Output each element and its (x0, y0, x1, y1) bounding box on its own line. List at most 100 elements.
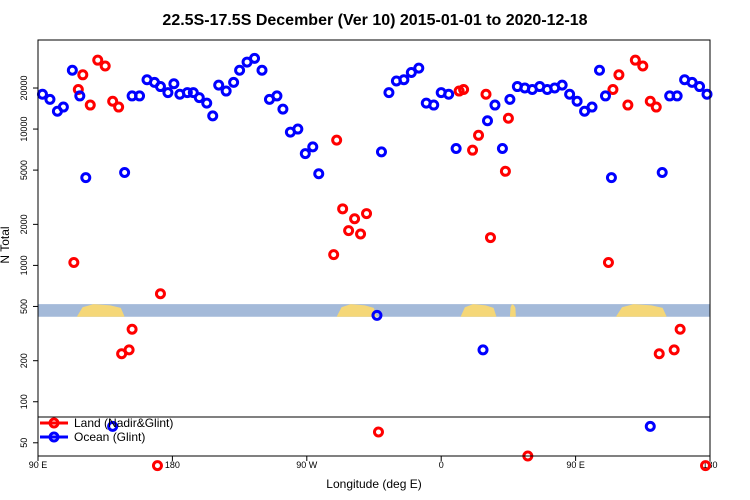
ocean-point (644, 420, 656, 432)
x-tick-label: 90 E (566, 460, 585, 470)
ocean-point (656, 167, 668, 179)
y-tick-label: 5000 (19, 160, 29, 180)
ocean-point (405, 66, 417, 78)
ocean-point (134, 90, 146, 102)
ocean-point (413, 62, 425, 74)
ocean-point (193, 92, 205, 104)
ocean-point (383, 87, 395, 99)
ocean-point (277, 103, 289, 115)
ocean-point (44, 93, 56, 105)
ocean-point (66, 64, 78, 76)
ocean-point (213, 79, 225, 91)
land-point (123, 344, 135, 356)
ocean-point (504, 93, 516, 105)
land-point (700, 460, 712, 472)
ocean-point (398, 74, 410, 86)
ocean-point (228, 76, 240, 88)
ocean-point (168, 78, 180, 90)
y-tick-label: 10000 (19, 117, 29, 142)
ocean-point (307, 141, 319, 153)
ocean-point (154, 81, 166, 93)
land-point (458, 84, 470, 96)
ocean-point (74, 90, 86, 102)
land-point (107, 95, 119, 107)
x-tick-label: 0 (439, 460, 444, 470)
ocean-point (443, 88, 455, 100)
land-point (502, 112, 514, 124)
ocean-point (556, 79, 568, 91)
land-segment (460, 304, 497, 317)
land-point (607, 84, 619, 96)
land-segment (509, 304, 516, 317)
ocean-point (292, 123, 304, 135)
land-point (637, 60, 649, 72)
ocean-point (605, 172, 617, 184)
land-point (674, 323, 686, 335)
land-point (602, 257, 614, 269)
land-point (613, 69, 625, 81)
land-point (337, 203, 349, 215)
y-tick-label: 100 (19, 394, 29, 409)
legend: Land (Nadir&Glint) Ocean (Glint) (40, 416, 173, 444)
y-axis-label: N Total (0, 226, 12, 263)
legend-marker-land (48, 417, 60, 429)
ocean-point (701, 88, 713, 100)
axes: 50 100 200 500 1000 2000 5000 10000 20000 90 E 180… (19, 76, 718, 470)
land-segment (336, 304, 377, 317)
ocean-point (256, 64, 268, 76)
ocean-point (450, 143, 462, 155)
ocean-point (375, 146, 387, 158)
plot-frame (37, 39, 711, 457)
ocean-point (220, 85, 232, 97)
ocean-point (671, 90, 683, 102)
series-ocean (36, 52, 713, 432)
x-axis-label: Longitude (deg E) (326, 477, 421, 491)
legend-entry-land: Land (Nadir&Glint) (40, 416, 173, 430)
land-point (113, 101, 125, 113)
land-point (99, 60, 111, 72)
chart-title: 22.5S-17.5S December (Ver 10) 2015-01-01… (162, 12, 587, 29)
ocean-point (80, 172, 92, 184)
y-tick-label: 50 (19, 438, 29, 448)
y-tick-label: 20000 (19, 76, 29, 101)
land-point (372, 426, 384, 438)
land-point (92, 54, 104, 66)
ocean-point (428, 99, 440, 111)
ocean-point (299, 148, 311, 160)
legend-marker-ocean (48, 431, 60, 443)
ocean-point (313, 168, 325, 180)
land-point (668, 344, 680, 356)
land-point (499, 165, 511, 177)
land-point (151, 460, 163, 472)
ocean-point (207, 110, 219, 122)
legend-label-land: Land (Nadir&Glint) (74, 416, 173, 430)
land-point (467, 144, 479, 156)
land-point (629, 54, 641, 66)
land-point (84, 99, 96, 111)
ocean-point (599, 90, 611, 102)
legend-label-ocean: Ocean (Glint) (74, 430, 145, 444)
ocean-point (586, 101, 598, 113)
ocean-point (489, 99, 501, 111)
land-point (644, 95, 656, 107)
land-sea-band (38, 304, 710, 317)
land-point (349, 213, 361, 225)
land-point (77, 69, 89, 81)
y-tick-label: 500 (19, 299, 29, 314)
ocean-point (593, 64, 605, 76)
ocean-point (201, 97, 213, 109)
data-points (36, 52, 713, 472)
ocean-point (694, 81, 706, 93)
ocean-point (181, 87, 193, 99)
x-tick-label: 90 W (296, 460, 318, 470)
series-land (68, 54, 712, 472)
ocean-point (571, 95, 583, 107)
land-segment (76, 304, 125, 317)
x-tick-label: 90 E (29, 460, 48, 470)
ocean-point (481, 115, 493, 127)
ocean-point (162, 87, 174, 99)
ocean-point (249, 52, 261, 64)
ocean-point (119, 167, 131, 179)
land-point (126, 323, 138, 335)
